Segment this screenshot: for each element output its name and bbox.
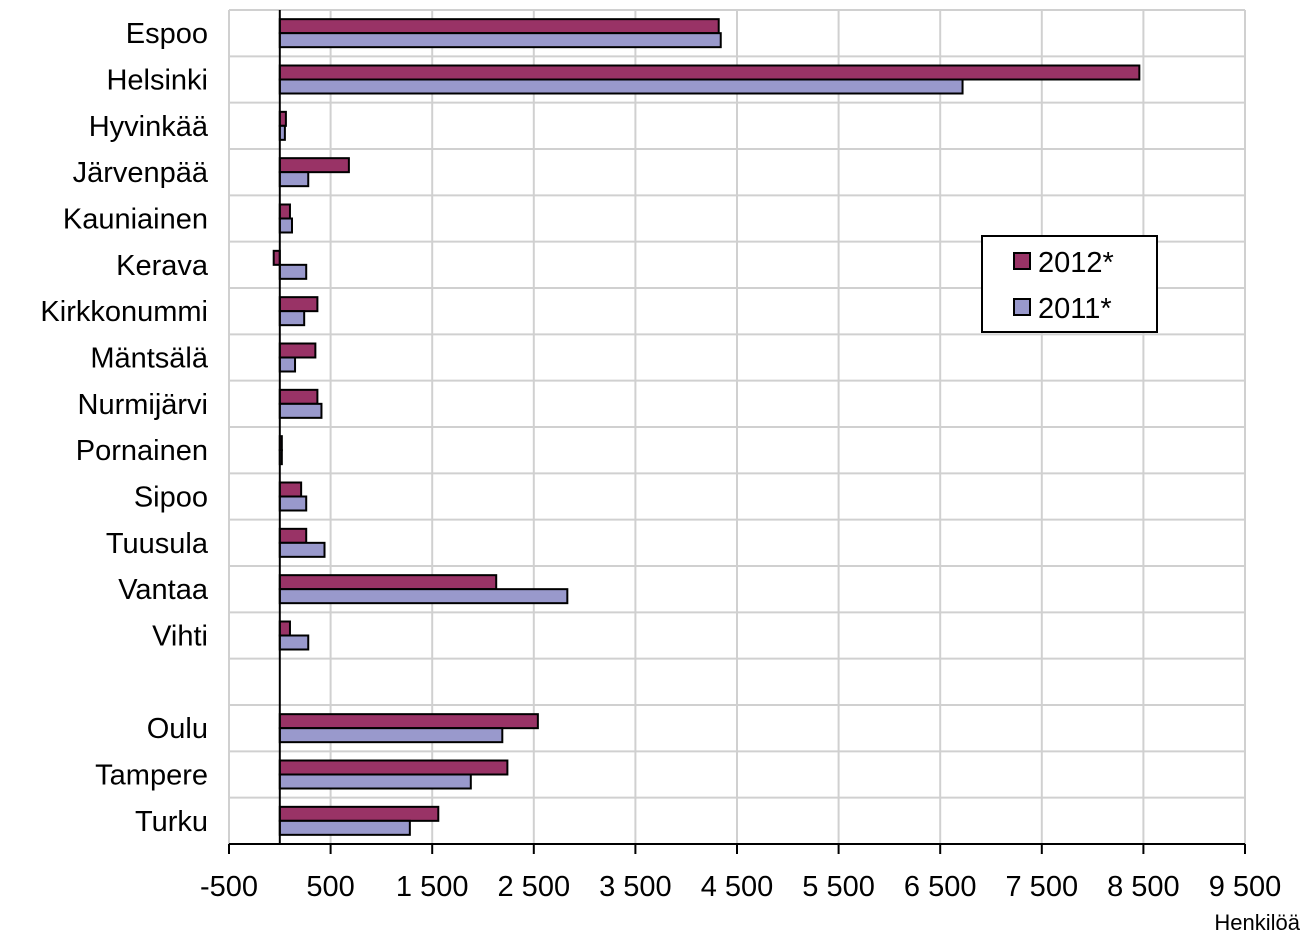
legend-box xyxy=(981,235,1158,333)
bar xyxy=(278,342,317,359)
x-tick-label: 5 500 xyxy=(802,871,875,903)
bar xyxy=(278,18,720,35)
x-tick-label: 4 500 xyxy=(701,871,774,903)
legend: 2012* 2011* xyxy=(981,235,1158,333)
bar xyxy=(278,773,472,790)
x-tick-labels: -500 500 1 500 2 500 3 500 4 500 5 500 6 500 7 5… xyxy=(200,871,1281,903)
bar xyxy=(278,819,411,836)
bar xyxy=(278,263,308,280)
bar xyxy=(278,64,1141,81)
legend-label: 2011* xyxy=(1038,293,1112,325)
x-tick-label: 3 500 xyxy=(599,871,672,903)
bar xyxy=(278,32,722,49)
x-tick-label: 6 500 xyxy=(904,871,977,903)
x-tick-label: 8 500 xyxy=(1107,871,1180,903)
bar xyxy=(278,310,306,327)
bar xyxy=(278,203,291,220)
category-label: Kerava xyxy=(116,250,209,282)
bar xyxy=(278,805,440,822)
bar xyxy=(278,157,350,174)
category-label: Vantaa xyxy=(118,574,209,606)
x-axis-label: Henkilöä xyxy=(1214,910,1300,935)
bar xyxy=(278,634,310,651)
legend-label: 2012* xyxy=(1038,247,1114,279)
category-label: Vihti xyxy=(152,621,208,653)
bar xyxy=(278,78,964,95)
legend-swatch xyxy=(1013,298,1031,316)
x-tick-label: -500 xyxy=(200,871,258,903)
bar xyxy=(278,620,291,637)
category-label: Pornainen xyxy=(76,435,208,467)
bar xyxy=(278,527,308,544)
bars xyxy=(272,18,1141,836)
category-label: Turku xyxy=(135,806,208,838)
x-tick-label: 500 xyxy=(306,871,354,903)
category-label: Oulu xyxy=(147,713,208,745)
x-tick-label: 2 500 xyxy=(498,871,571,903)
x-tick-label: 9 500 xyxy=(1209,871,1282,903)
bar xyxy=(278,727,504,744)
bar xyxy=(278,171,310,188)
bar xyxy=(278,356,297,373)
bar xyxy=(278,388,319,405)
grid-lines xyxy=(228,9,1246,845)
category-label: Espoo xyxy=(126,18,208,50)
bar xyxy=(278,713,539,730)
bar xyxy=(278,588,569,605)
category-label: Nurmijärvi xyxy=(78,389,209,421)
bar xyxy=(278,541,326,558)
category-label: Sipoo xyxy=(134,482,208,514)
category-label: Kauniainen xyxy=(63,204,208,236)
category-label: Mäntsälä xyxy=(90,343,209,375)
bar xyxy=(278,296,319,313)
category-label: Tuusula xyxy=(106,528,209,560)
bar xyxy=(278,217,293,234)
bar xyxy=(278,495,308,512)
category-label: Tampere xyxy=(95,760,208,792)
category-labels: Espoo Helsinki Hyvinkää Järvenpää Kauniainen… xyxy=(40,18,208,838)
bar xyxy=(278,574,498,591)
x-tick-label: 1 500 xyxy=(396,871,469,903)
category-label: Kirkkonummi xyxy=(40,296,208,328)
bar xyxy=(278,759,509,776)
category-label: Järvenpää xyxy=(73,157,209,189)
legend-swatch xyxy=(1013,252,1031,270)
bar xyxy=(278,402,323,419)
x-tick-label: 7 500 xyxy=(1006,871,1079,903)
bar xyxy=(278,481,303,498)
category-label: Hyvinkää xyxy=(89,111,209,143)
category-label: Helsinki xyxy=(106,65,208,97)
axes xyxy=(228,10,1246,854)
